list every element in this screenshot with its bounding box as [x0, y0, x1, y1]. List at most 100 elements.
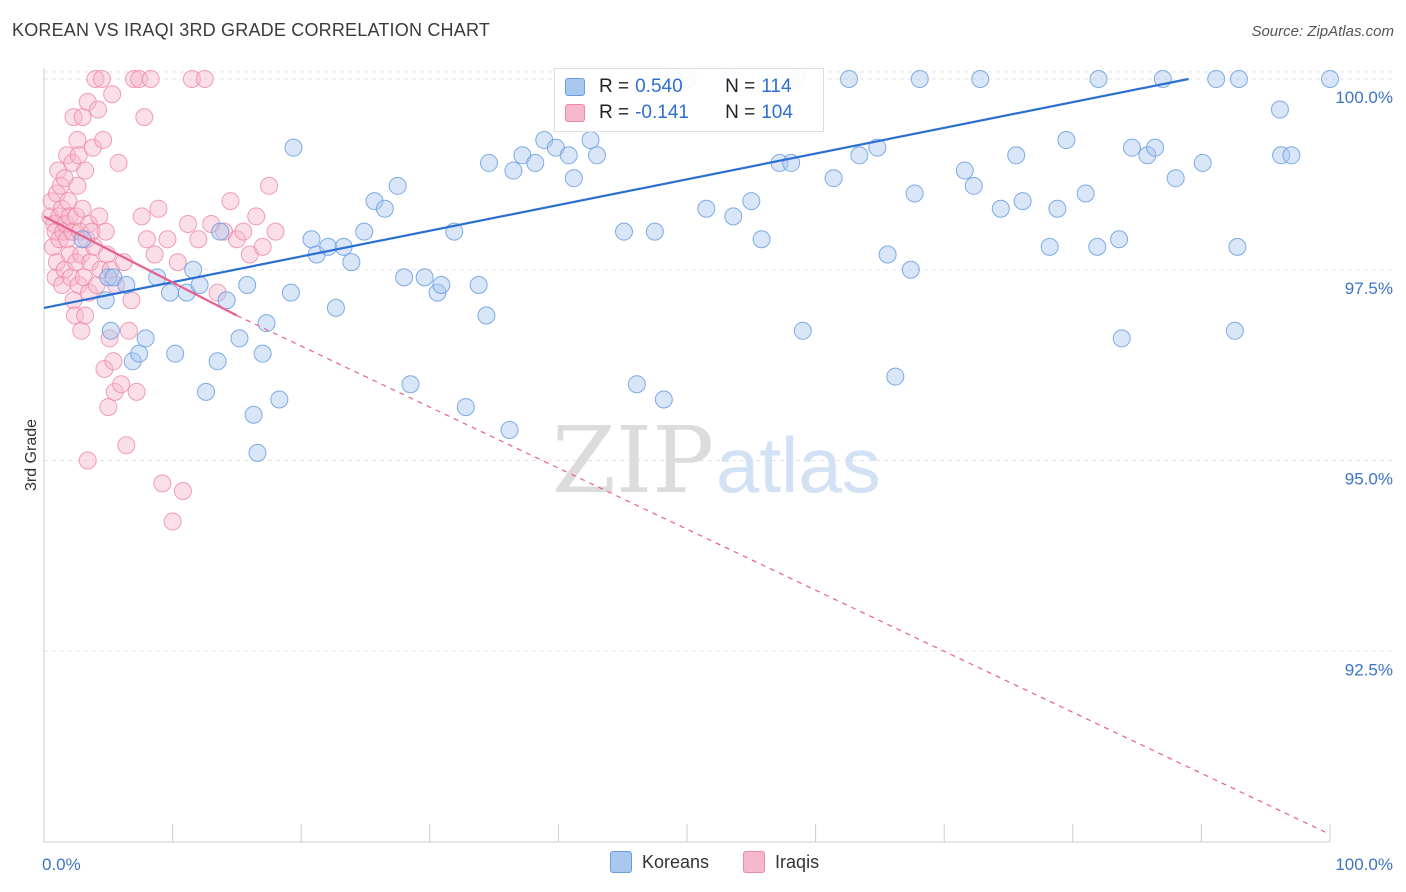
x-tick-label-1: 100.0%: [1335, 855, 1393, 874]
korean-point-20: [238, 276, 257, 295]
iraqi-point-58: [94, 131, 113, 150]
iraqi-point-69: [109, 153, 128, 172]
korean-swatch: [565, 78, 585, 96]
iraqi-point-88: [173, 482, 192, 501]
series-legend: Koreans Iraqis: [610, 851, 853, 873]
iraqi-n-value: 104: [761, 102, 793, 123]
korean-point-75: [850, 146, 869, 165]
korean-point-44: [456, 398, 475, 417]
korean-point-7: [130, 344, 149, 363]
source-credit: Source: ZipAtlas.com: [1251, 23, 1394, 40]
iraqi-point-60: [96, 222, 115, 241]
iraqi-point-102: [260, 176, 279, 195]
korean-n-value: 114: [761, 76, 792, 97]
iraqi-point-27: [64, 108, 83, 127]
korean-point-67: [742, 192, 761, 211]
iraqi-point-32: [68, 176, 87, 195]
korean-point-58: [614, 222, 633, 241]
y-tick-label-2: 95.0%: [1345, 470, 1393, 489]
korean-point-6: [123, 352, 142, 371]
korean-point-39: [401, 375, 420, 394]
korean-point-11: [166, 344, 185, 363]
korean-point-13: [184, 260, 203, 279]
iraqi-point-41: [76, 306, 95, 325]
iraqi-point-79: [135, 108, 154, 127]
legend-row-iraqi: R = -0.141 N = 104: [565, 101, 793, 125]
iraqi-point-94: [208, 283, 227, 302]
korean-point-15: [197, 382, 216, 401]
korean-point-34: [355, 222, 374, 241]
iraqi-r-value: -0.141: [635, 102, 689, 123]
iraqis-legend-swatch: [743, 851, 766, 873]
korean-n-label: N =: [725, 76, 756, 97]
korean-point-19: [230, 329, 249, 348]
y-tick-label-3: 92.5%: [1345, 660, 1393, 679]
korean-point-95: [1112, 329, 1131, 348]
iraqi-point-76: [127, 382, 146, 401]
watermark-atlas: atlas: [716, 421, 881, 509]
korean-point-49: [504, 161, 523, 180]
iraqi-point-81: [141, 70, 160, 88]
korean-point-59: [627, 375, 646, 394]
korean-point-98: [1146, 138, 1165, 157]
korean-point-80: [905, 184, 924, 203]
legend-item-koreans[interactable]: Koreans: [610, 851, 709, 873]
korean-point-79: [901, 260, 920, 279]
legend-row-korean: R = 0.540 N = 114: [565, 75, 792, 99]
iraqi-point-48: [81, 253, 100, 272]
iraqi-point-52: [86, 70, 105, 88]
korean-point-60: [645, 222, 664, 241]
korean-point-3: [101, 321, 120, 340]
korean-point-27: [284, 138, 303, 157]
korean-point-78: [886, 367, 905, 386]
iraqi-swatch: [565, 104, 585, 122]
iraqi-point-31: [68, 131, 87, 150]
korean-point-31: [326, 298, 345, 317]
iraqi-point-62: [99, 398, 118, 417]
iraqi-point-45: [78, 92, 97, 111]
iraqi-point-98: [234, 222, 253, 241]
iraqi-point-72: [117, 436, 136, 455]
korean-point-83: [964, 176, 983, 195]
korean-point-40: [415, 268, 434, 287]
iraqi-point-80: [137, 230, 156, 249]
iraqi-point-59: [95, 359, 114, 378]
grid-lines: [44, 71, 1392, 652]
korean-point-37: [388, 176, 407, 195]
iraqi-point-63: [100, 329, 119, 348]
iraqi-point-57: [92, 70, 111, 88]
korean-point-47: [479, 153, 498, 172]
y-tick-label-0: 100.0%: [1335, 88, 1393, 107]
iraqi-point-67: [105, 382, 124, 401]
korean-point-48: [500, 420, 519, 439]
korean-point-54: [559, 146, 578, 165]
iraqi-point-42: [76, 161, 95, 180]
iraqi-point-65: [103, 85, 122, 104]
x-tick-label-0: 0.0%: [42, 855, 81, 874]
iraqi-point-8: [49, 161, 68, 180]
korean-point-89: [1048, 199, 1067, 218]
korean-trend-line: [43, 77, 1189, 309]
korean-point-25: [270, 390, 289, 409]
korean-point-28: [302, 230, 321, 249]
korean-point-46: [477, 306, 496, 325]
koreans-legend-label: Koreans: [642, 851, 710, 872]
korean-point-23: [253, 344, 272, 363]
legend-item-iraqis[interactable]: Iraqis: [743, 851, 819, 873]
iraqi-point-55: [90, 207, 109, 226]
korean-point-38: [395, 268, 414, 287]
korean-point-36: [375, 199, 394, 218]
korean-point-22: [248, 443, 267, 462]
korean-points: [73, 70, 1339, 462]
iraqi-point-103: [266, 222, 285, 241]
iraqi-point-50: [83, 138, 102, 157]
iraqi-point-97: [227, 230, 246, 249]
iraqi-point-38: [73, 199, 92, 218]
korean-point-51: [526, 153, 545, 172]
korean-point-96: [1122, 138, 1141, 157]
korean-r-value: 0.540: [635, 76, 683, 97]
korean-point-21: [244, 405, 263, 424]
korean-point-5: [117, 276, 136, 295]
iraqi-point-4: [46, 268, 65, 287]
korean-point-35: [365, 192, 384, 211]
